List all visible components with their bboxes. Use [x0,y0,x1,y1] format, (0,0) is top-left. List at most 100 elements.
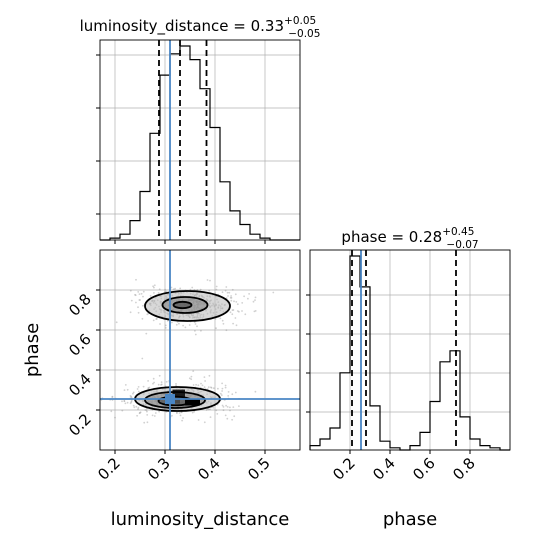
scatter-point [155,318,158,320]
scatter-point [151,414,154,417]
scatter-point [219,317,222,320]
scatter-point [135,405,138,408]
scatter-point [230,295,233,297]
scatter-point [129,311,132,314]
scatter-point [141,317,144,320]
scatter-point [221,404,224,407]
scatter-point [134,294,137,297]
scatter-point [201,384,204,387]
scatter-point [158,288,161,291]
scatter-point [196,289,199,291]
xlabel-phase: phase [383,509,437,530]
quantile-layer [158,40,457,450]
tick-layer: 0.2 0.3 0.4 0.5 0.2 0.2 0.4 0.4 0.6 0.6 0.8 0.8 [65,54,479,484]
scatter-point [166,319,169,322]
scatter-point [236,310,239,312]
scatter-point [170,286,173,289]
scatter-point [146,421,149,424]
scatter-point [194,333,197,336]
scatter-point [164,324,167,327]
scatter-point [220,394,223,396]
scatter-point [248,293,251,295]
scatter-point [160,384,162,386]
scatter-point [235,301,238,303]
scatter-point [146,410,148,413]
scatter-point [210,386,212,389]
scatter-point [229,296,232,299]
density-level [173,301,192,309]
scatter-point [135,301,137,304]
scatter-point [137,408,139,410]
scatter-point [195,383,198,386]
scatter-point [230,297,233,299]
scatter-point [126,401,129,404]
scatter-point [228,291,231,294]
scatter-point [193,410,196,413]
scatter-point [140,292,143,295]
scatter-point [143,421,146,424]
scatter-point [123,400,126,402]
scatter-point [232,406,235,408]
scatter-point [207,386,210,388]
scatter-point [235,324,238,327]
contour-line [144,290,231,322]
scatter-point [253,310,256,313]
scatter-point [229,406,231,409]
scatter-point [174,287,177,290]
scatter-point [224,414,227,417]
scatter-point [171,321,173,324]
scatter-point [234,317,237,319]
scatter-point [221,319,224,322]
scatter-point [137,291,140,293]
scatter-point [238,405,240,407]
scatter-point [216,413,219,415]
scatter-point [142,385,145,388]
scatter-point [144,409,147,411]
scatter-point [138,412,141,415]
scatter-point [111,395,114,398]
panel-frame-joint [99,249,301,451]
scatter-point [178,412,181,414]
histogram-phase [309,255,510,451]
scatter-point [215,409,218,412]
scatter-point [203,421,206,424]
scatter-point [208,374,211,377]
scatter-point [142,295,144,298]
scatter-point [126,388,129,391]
scatter-point [203,386,206,388]
scatter-point [232,322,235,325]
x-tick-label-phase: 0.4 [369,454,399,484]
scatter-point [225,297,228,299]
scatter-point [221,387,224,390]
scatter-point [147,380,150,382]
y-tick-label-phase: 0.4 [65,370,95,400]
y-tick-label-phase: 0.6 [65,330,95,360]
scatter-point [152,285,155,288]
scatter-point [204,380,207,382]
scatter-point [111,396,114,398]
scatter-point [254,310,257,312]
scatter-point [212,387,215,390]
scatter-point [225,286,228,288]
x-tick-label-luminosity-distance: 0.2 [94,454,124,484]
scatter-point [152,382,154,385]
density-core-cell [185,398,200,406]
scatter-point [175,383,177,385]
scatter-point [200,329,202,332]
scatter-point [142,290,145,293]
scatter-point [190,378,193,381]
title-luminosity-distance: luminosity_distance = 0.33+0.05 −0.05 [80,15,321,40]
scatter-point [244,313,247,316]
scatter-point [209,416,212,418]
scatter-point [175,323,178,326]
scatter-point [214,317,217,320]
scatter-point [158,374,161,377]
scatter-point [254,390,257,393]
scatter-point [254,299,256,301]
scatter-point [232,309,235,311]
scatter-point [157,292,160,294]
scatter-point [178,322,180,325]
scatter-point [224,289,227,292]
scatter-point [130,395,133,398]
scatter-point [231,393,234,396]
